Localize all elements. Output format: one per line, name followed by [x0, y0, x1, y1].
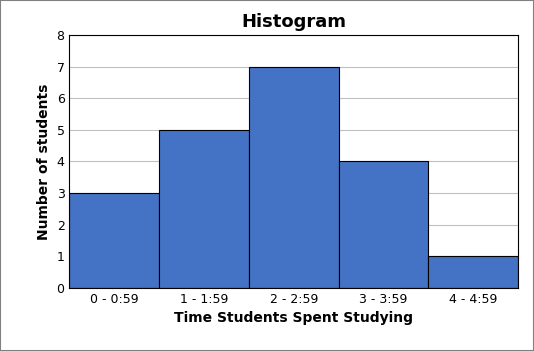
- Y-axis label: Number of students: Number of students: [37, 83, 51, 240]
- Bar: [69, 193, 159, 288]
- Bar: [249, 67, 339, 288]
- Bar: [159, 130, 249, 288]
- Bar: [339, 161, 428, 288]
- Bar: [428, 256, 518, 288]
- X-axis label: Time Students Spent Studying: Time Students Spent Studying: [174, 311, 413, 325]
- Title: Histogram: Histogram: [241, 13, 346, 31]
